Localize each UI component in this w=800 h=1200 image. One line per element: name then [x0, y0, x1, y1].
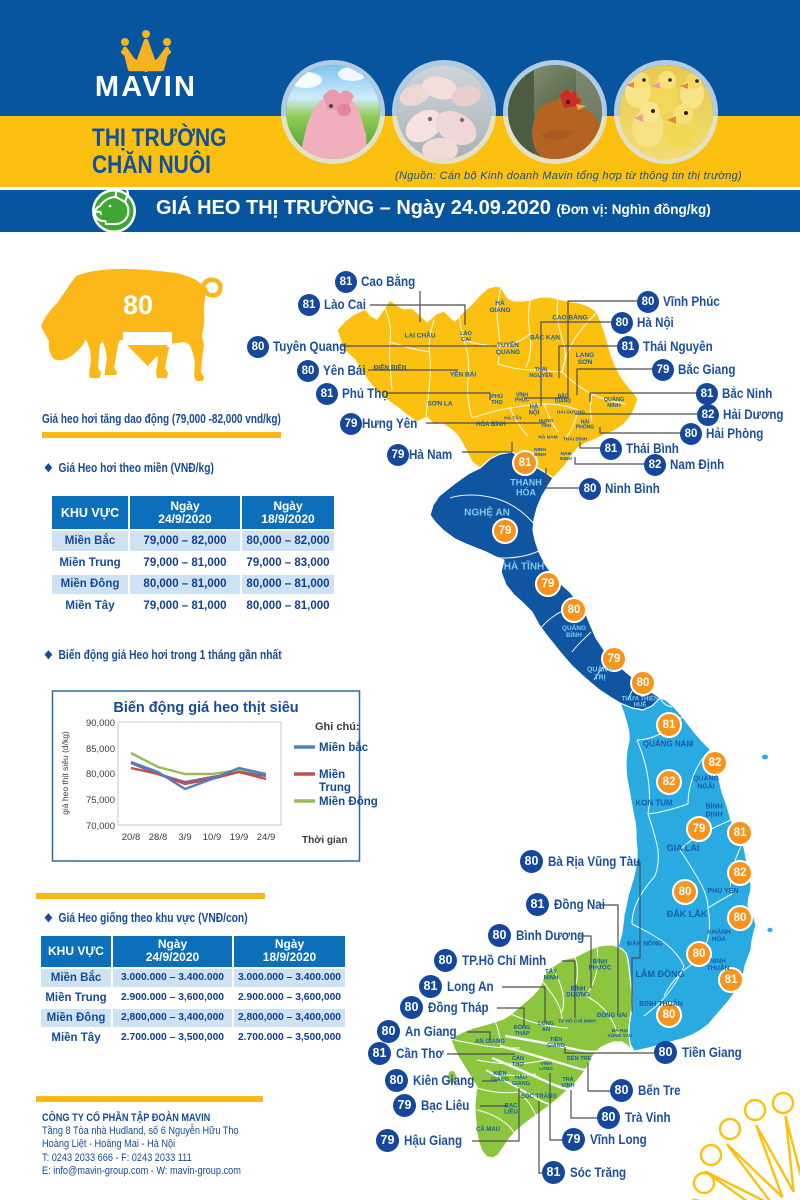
svg-text:85,000: 85,000 — [86, 744, 115, 755]
svg-text:3/9: 3/9 — [178, 832, 191, 843]
svg-text:90,000: 90,000 — [86, 718, 115, 729]
svg-text:10/9: 10/9 — [203, 832, 222, 843]
svg-text:Ghi chú:: Ghi chú: — [315, 721, 360, 733]
svg-text:giá heo thịt siêu (d/kg): giá heo thịt siêu (d/kg) — [60, 731, 70, 815]
svg-text:Miền Đông: Miền Đông — [319, 796, 378, 808]
svg-text:80: 80 — [123, 290, 153, 320]
svg-text:24/9: 24/9 — [257, 832, 276, 843]
svg-text:Miền bắc: Miền bắc — [319, 741, 369, 754]
svg-text:70,000: 70,000 — [86, 821, 115, 832]
svg-text:Trung: Trung — [319, 782, 351, 794]
svg-text:19/9: 19/9 — [230, 832, 249, 843]
svg-text:28/8: 28/8 — [149, 832, 168, 843]
svg-text:Thời gian: Thời gian — [302, 835, 347, 846]
svg-text:80,000: 80,000 — [86, 769, 115, 780]
svg-text:20/8: 20/8 — [122, 832, 141, 843]
svg-text:MAVIN: MAVIN — [95, 71, 197, 103]
svg-text:Miền: Miền — [319, 769, 345, 781]
svg-text:Biến động giá heo thịt siêu: Biến động giá heo thịt siêu — [113, 700, 298, 716]
svg-text:75,000: 75,000 — [86, 795, 115, 806]
